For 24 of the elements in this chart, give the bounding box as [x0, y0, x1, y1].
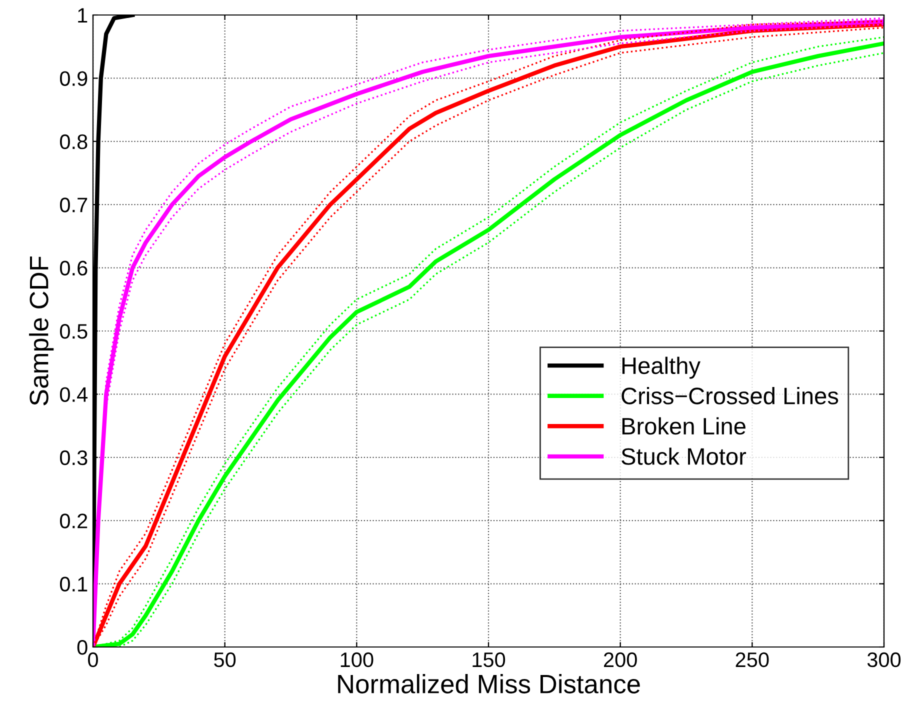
x-tick-label: 100 [340, 652, 374, 668]
legend-label: Broken Line [622, 417, 746, 435]
x-tick-label: 150 [472, 652, 506, 668]
y-tick-label: 0.8 [60, 134, 88, 150]
y-tick-label: 0.3 [60, 450, 88, 466]
x-tick-label: 0 [88, 652, 98, 668]
x-tick-label: 50 [214, 652, 236, 668]
y-axis-title: Sample CDF [29, 256, 54, 406]
legend-label: Healthy [622, 356, 700, 379]
x-tick-label: 200 [604, 652, 637, 668]
y-tick-label: 1 [78, 8, 88, 23]
y-tick-label: 0 [77, 640, 88, 655]
y-tick-label: 0.2 [60, 514, 88, 528]
legend-label: Criss−Crossed Lines [622, 387, 838, 404]
y-tick-label: 0.7 [60, 198, 88, 212]
y-tick-label: 0.4 [60, 387, 88, 402]
legend-label: Stuck Motor [622, 448, 746, 465]
y-tick-label: 0.9 [60, 71, 88, 86]
x-tick-label: 250 [736, 652, 769, 668]
y-tick-label: 0.5 [60, 324, 88, 339]
y-tick-label: 0.6 [60, 260, 88, 276]
y-tick-label: 0.1 [60, 576, 88, 592]
x-tick-label: 300 [867, 652, 901, 668]
x-axis-title: Normalized Miss Distance [338, 674, 640, 694]
